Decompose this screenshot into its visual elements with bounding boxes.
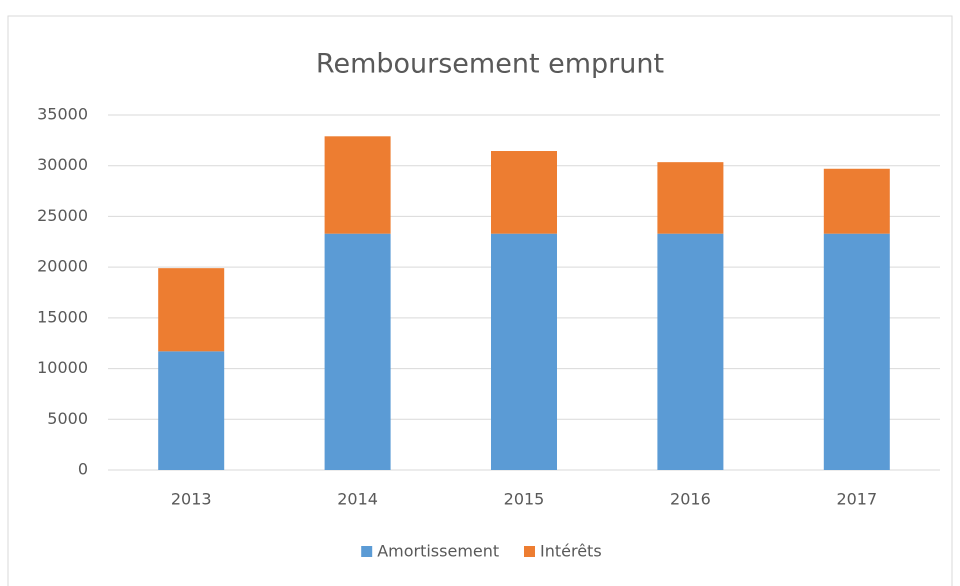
- y-tick-label: 5000: [47, 409, 88, 428]
- y-tick-label: 25000: [37, 206, 88, 225]
- legend-swatch: [361, 546, 373, 557]
- bar-segment: [657, 233, 724, 470]
- chart-frame: [7, 15, 953, 586]
- legend-label: Amortissement: [377, 542, 499, 561]
- y-tick-label: 10000: [37, 358, 88, 377]
- bar-segment: [657, 162, 724, 234]
- y-tick-label: 35000: [37, 105, 88, 124]
- bar-segment: [158, 351, 225, 470]
- bar-segment: [491, 233, 557, 470]
- y-tick-label: 20000: [37, 257, 88, 276]
- bar-segment: [823, 233, 890, 470]
- x-tick-label: 2014: [337, 490, 378, 509]
- legend-swatch: [524, 546, 535, 557]
- y-tick-label: 0: [78, 460, 88, 479]
- legend-label: Intérêts: [540, 542, 602, 561]
- x-tick-label: 2015: [504, 490, 545, 509]
- bar-segment: [324, 136, 391, 234]
- x-tick-label: 2017: [836, 490, 877, 509]
- chart-title: Remboursement emprunt: [316, 49, 664, 80]
- bar-segment: [158, 268, 225, 352]
- y-tick-label: 15000: [37, 307, 88, 326]
- x-tick-label: 2013: [171, 490, 212, 509]
- bar-segment: [324, 233, 391, 470]
- y-tick-label: 30000: [37, 155, 88, 174]
- bar-segment: [491, 151, 557, 234]
- bar-segment: [823, 168, 890, 234]
- x-tick-label: 2016: [670, 490, 711, 509]
